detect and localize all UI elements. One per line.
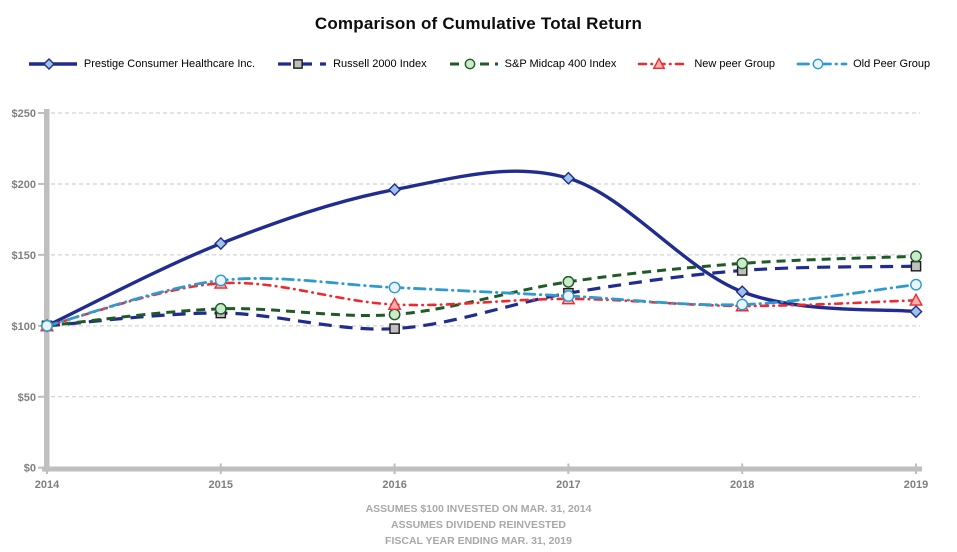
legend-item-prestige-consumer-healthcare-inc: Prestige Consumer Healthcare Inc. — [27, 57, 255, 71]
series-line-russell-2000-index — [46, 264, 917, 331]
x-axis-label: 2016 — [382, 479, 406, 491]
y-axis-label: $250 — [12, 108, 36, 120]
series-line-new-peer-group — [45, 281, 918, 328]
x-axis-line — [42, 466, 922, 472]
legend-marker-circle-open — [796, 58, 848, 70]
marker-circle-open — [562, 290, 575, 302]
y-axis-line — [44, 109, 50, 472]
x-axis-tick — [219, 463, 222, 474]
x-axis-label: 2018 — [730, 479, 754, 491]
chart-title: Comparison of Cumulative Total Return — [314, 14, 643, 33]
marker-square — [389, 323, 400, 334]
legend-label: Prestige Consumer Healthcare Inc. — [83, 58, 256, 70]
x-axis-label: 2015 — [209, 479, 233, 491]
marker-diamond — [42, 57, 55, 71]
marker-diamond — [561, 171, 575, 185]
marker-circle-open — [812, 58, 824, 70]
y-axis-tick — [38, 182, 46, 185]
y-axis-label: $0 — [24, 463, 36, 475]
series-markers-russell-2000-index — [41, 260, 922, 334]
marker-square — [293, 59, 303, 69]
legend-item-s-p-midcap-400-index: S&P Midcap 400 Index — [448, 57, 617, 71]
legend-label: New peer Group — [694, 58, 776, 70]
marker-circle-open — [736, 298, 749, 311]
y-axis-label: $150 — [12, 250, 36, 262]
legend-item-russell-2000-index: Russell 2000 Index — [276, 57, 427, 71]
series-markers-prestige-consumer-healthcare-inc — [40, 171, 923, 333]
legend-item-new-peer-group: New peer Group — [637, 57, 775, 71]
marker-triangle — [652, 57, 666, 70]
series-line-prestige-consumer-healthcare-inc — [46, 169, 917, 328]
legend-item-old-peer-group: Old Peer Group — [796, 57, 930, 71]
x-axis-label: 2017 — [556, 479, 580, 491]
marker-circle — [214, 302, 227, 315]
y-axis-tick — [38, 253, 46, 256]
chart-footnotes: ASSUMES $100 INVESTED ON MAR. 31, 2014 A… — [0, 501, 957, 549]
y-axis-label: $100 — [12, 321, 36, 333]
marker-square — [910, 260, 922, 272]
series-line-old-peer-group — [45, 277, 918, 328]
x-axis-tick — [915, 463, 917, 474]
chart-legend: Prestige Consumer Healthcare Inc. Russell… — [0, 57, 957, 71]
x-axis-tick — [741, 463, 744, 474]
marker-circle — [910, 250, 922, 263]
x-axis-label: 2019 — [904, 479, 928, 491]
legend-marker-circle — [449, 58, 498, 70]
footnote-line: ASSUMES DIVIDEND REINVESTED — [390, 519, 567, 531]
legend-marker-square — [278, 59, 327, 69]
marker-triangle — [387, 297, 402, 311]
marker-diamond — [388, 183, 402, 197]
marker-triangle — [909, 292, 923, 306]
marker-circle — [464, 58, 476, 70]
y-axis-tick — [38, 466, 46, 469]
y-axis-label: $200 — [12, 179, 36, 191]
y-axis-label: $50 — [18, 392, 36, 404]
footnote-line: ASSUMES $100 INVESTED ON MAR. 31, 2014 — [365, 503, 592, 515]
legend-marker-diamond — [28, 57, 77, 71]
marker-circle-open — [41, 319, 53, 332]
x-axis-tick — [567, 463, 570, 474]
legend-label: Russell 2000 Index — [333, 58, 427, 70]
legend-label: S&P Midcap 400 Index — [504, 58, 617, 70]
marker-circle-open — [214, 274, 227, 287]
series-markers-old-peer-group — [41, 274, 922, 332]
x-axis-tick — [393, 463, 396, 474]
x-axis-tick — [46, 463, 48, 474]
footnote-line: FISCAL YEAR ENDING MAR. 31, 2019 — [385, 535, 572, 547]
x-axis-label: 2014 — [35, 479, 60, 491]
y-axis-tick — [38, 112, 46, 114]
marker-circle — [562, 275, 575, 288]
marker-circle — [736, 257, 749, 270]
y-axis-tick — [38, 395, 46, 398]
marker-circle — [388, 308, 401, 321]
series-line-s-p-midcap-400-index — [46, 254, 917, 328]
legend-marker-triangle — [638, 57, 689, 70]
marker-circle-open — [910, 278, 922, 291]
marker-diamond — [735, 285, 749, 299]
marker-circle-open — [388, 281, 401, 294]
marker-diamond — [909, 305, 923, 319]
legend-label: Old Peer Group — [853, 58, 931, 70]
marker-diamond — [214, 236, 228, 251]
